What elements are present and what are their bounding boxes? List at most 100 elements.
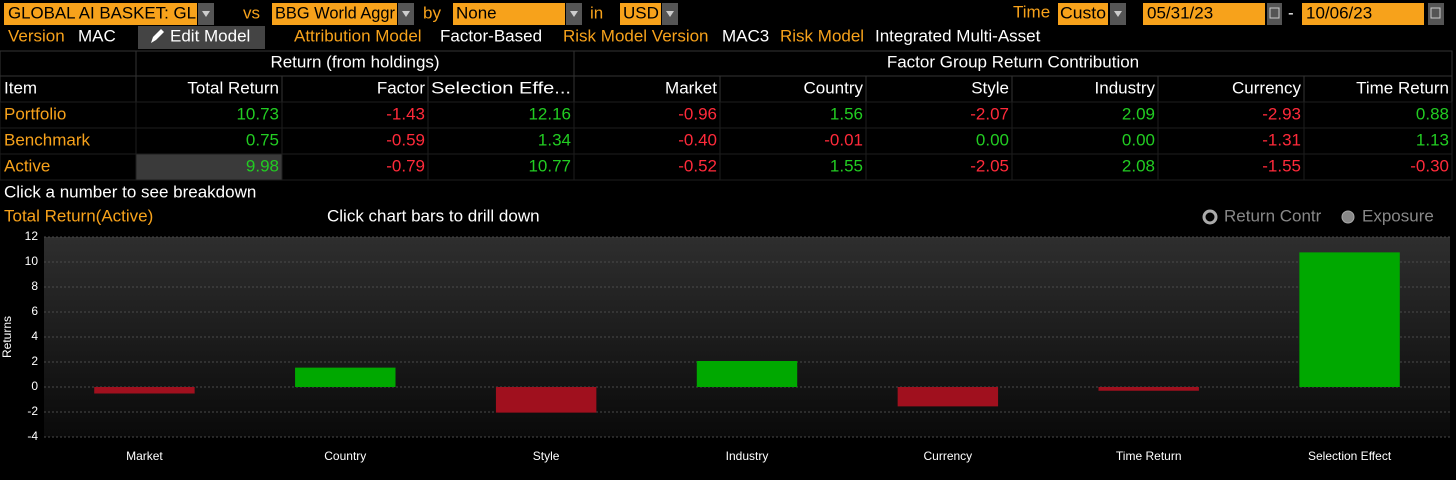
column-header: Item xyxy=(4,78,37,97)
header-cell xyxy=(281,75,429,103)
y-axis-label: Returns xyxy=(0,316,14,358)
header-cell xyxy=(1303,75,1453,103)
bar[interactable] xyxy=(94,387,195,394)
chart: -4 -2 0 2 4 6 8 10 12 Market Country Style Industry C… xyxy=(25,206,1450,463)
currency-dropdown[interactable] xyxy=(620,3,661,25)
cell-bg[interactable] xyxy=(865,153,1013,181)
cell-value[interactable]: 0.88 xyxy=(1416,104,1449,123)
cell-bg[interactable] xyxy=(135,127,283,155)
cell-value[interactable]: 1.34 xyxy=(538,130,571,149)
y-tick-label: -4 xyxy=(27,429,38,443)
cell-value[interactable]: 1.13 xyxy=(1416,130,1449,149)
portfolio-dropdown[interactable] xyxy=(4,3,197,25)
cell-bg[interactable] xyxy=(573,101,721,129)
cell-value[interactable]: 10.73 xyxy=(236,104,279,123)
start-date: 05/31/23 xyxy=(1147,3,1213,22)
calendar-button[interactable] xyxy=(1267,3,1282,25)
cell-value[interactable]: -0.79 xyxy=(386,156,425,175)
cell-value[interactable]: 10.77 xyxy=(528,156,571,175)
cell-bg[interactable] xyxy=(281,153,429,181)
cell-value[interactable]: -2.07 xyxy=(970,104,1009,123)
y-tick-label: 6 xyxy=(31,304,38,318)
cell-value[interactable]: -2.05 xyxy=(970,156,1009,175)
bar[interactable] xyxy=(696,361,798,387)
column-header: Selection Effe... xyxy=(431,78,571,97)
radio-label: Exposure xyxy=(1362,206,1434,225)
cell-value[interactable]: 0.75 xyxy=(246,130,279,149)
label: Risk Model Version xyxy=(563,26,709,45)
pencil-icon xyxy=(151,29,164,43)
edit-button[interactable] xyxy=(138,26,265,49)
group-header: Return (from holdings) xyxy=(270,52,439,71)
cell-bg[interactable] xyxy=(135,153,283,181)
cell-bg[interactable] xyxy=(281,101,429,129)
radio-button[interactable] xyxy=(1341,210,1355,224)
cell-value[interactable]: -1.55 xyxy=(1262,156,1301,175)
cell-bg[interactable] xyxy=(1303,153,1453,181)
bar[interactable] xyxy=(495,387,597,413)
group-header: Factor Group Return Contribution xyxy=(887,52,1139,71)
cell-value[interactable]: -2.93 xyxy=(1262,104,1301,123)
column-header: Factor xyxy=(377,78,426,97)
cell-bg[interactable] xyxy=(427,153,575,181)
column-header: Market xyxy=(665,78,717,97)
benchmark-dropdown[interactable] xyxy=(272,3,397,25)
cell-value[interactable]: -0.30 xyxy=(1410,156,1449,175)
bar[interactable] xyxy=(1098,387,1199,391)
cell-value[interactable]: 1.56 xyxy=(830,104,863,123)
cell-value[interactable]: 12.16 xyxy=(528,104,571,123)
value: Integrated Multi-Asset xyxy=(875,26,1041,45)
grouping-dropdown[interactable] xyxy=(453,3,565,25)
bar[interactable] xyxy=(295,367,396,387)
start-date-field[interactable] xyxy=(1143,3,1265,25)
column-header: Total Return xyxy=(187,78,279,97)
header-cell xyxy=(1011,75,1159,103)
radio-label: Return Contr xyxy=(1224,206,1322,225)
cell-bg[interactable] xyxy=(1157,101,1305,129)
bar[interactable] xyxy=(897,387,999,407)
cell-value[interactable]: -1.43 xyxy=(386,104,425,123)
column-header: Industry xyxy=(1095,78,1156,97)
cell-bg xyxy=(0,153,137,181)
row-label: Benchmark xyxy=(4,130,90,149)
cell-value[interactable]: -0.59 xyxy=(386,130,425,149)
cell-value[interactable]: 0.00 xyxy=(976,130,1009,149)
row-label: Active xyxy=(4,156,50,175)
end-date-field[interactable] xyxy=(1302,3,1424,25)
cell-value[interactable]: 2.09 xyxy=(1122,104,1155,123)
y-tick-label: 4 xyxy=(31,329,38,343)
cell-value[interactable]: 2.08 xyxy=(1122,156,1155,175)
cell-value[interactable]: -0.96 xyxy=(678,104,717,123)
attribution-table: Return (from holdings) Factor Group Retur… xyxy=(0,50,1453,181)
column-header: Currency xyxy=(1232,78,1301,97)
cell-value[interactable]: -0.40 xyxy=(678,130,717,149)
column-header: Country xyxy=(803,78,863,97)
label: by xyxy=(423,3,441,22)
y-tick-label: 10 xyxy=(25,254,39,268)
label: vs xyxy=(243,3,260,22)
cell-bg[interactable] xyxy=(1303,101,1453,129)
cell-value[interactable]: -0.52 xyxy=(678,156,717,175)
cell-value[interactable]: -1.31 xyxy=(1262,130,1301,149)
bar[interactable] xyxy=(1299,252,1400,387)
x-tick-label: Time Return xyxy=(1116,449,1182,463)
column-header: Time Return xyxy=(1356,78,1449,97)
row-label: Portfolio xyxy=(4,104,66,123)
header-cell xyxy=(865,75,1013,103)
cell-bg[interactable] xyxy=(1157,127,1305,155)
cell-value[interactable]: 1.55 xyxy=(830,156,863,175)
label: Version xyxy=(8,26,65,45)
time-dropdown[interactable] xyxy=(1058,3,1108,25)
plot-area xyxy=(44,237,1450,437)
cell-value[interactable]: -0.01 xyxy=(824,130,863,149)
cell-bg[interactable] xyxy=(1157,153,1305,181)
cell-bg[interactable] xyxy=(865,101,1013,129)
calendar-button[interactable] xyxy=(1428,3,1444,25)
cell-value[interactable]: 0.00 xyxy=(1122,130,1155,149)
y-tick-label: 8 xyxy=(31,279,38,293)
cell-bg[interactable] xyxy=(573,153,721,181)
end-date: 10/06/23 xyxy=(1306,3,1372,22)
cell-bg[interactable] xyxy=(1303,127,1453,155)
radio-button[interactable] xyxy=(1202,209,1218,225)
cell-value[interactable]: 9.98 xyxy=(246,156,279,175)
